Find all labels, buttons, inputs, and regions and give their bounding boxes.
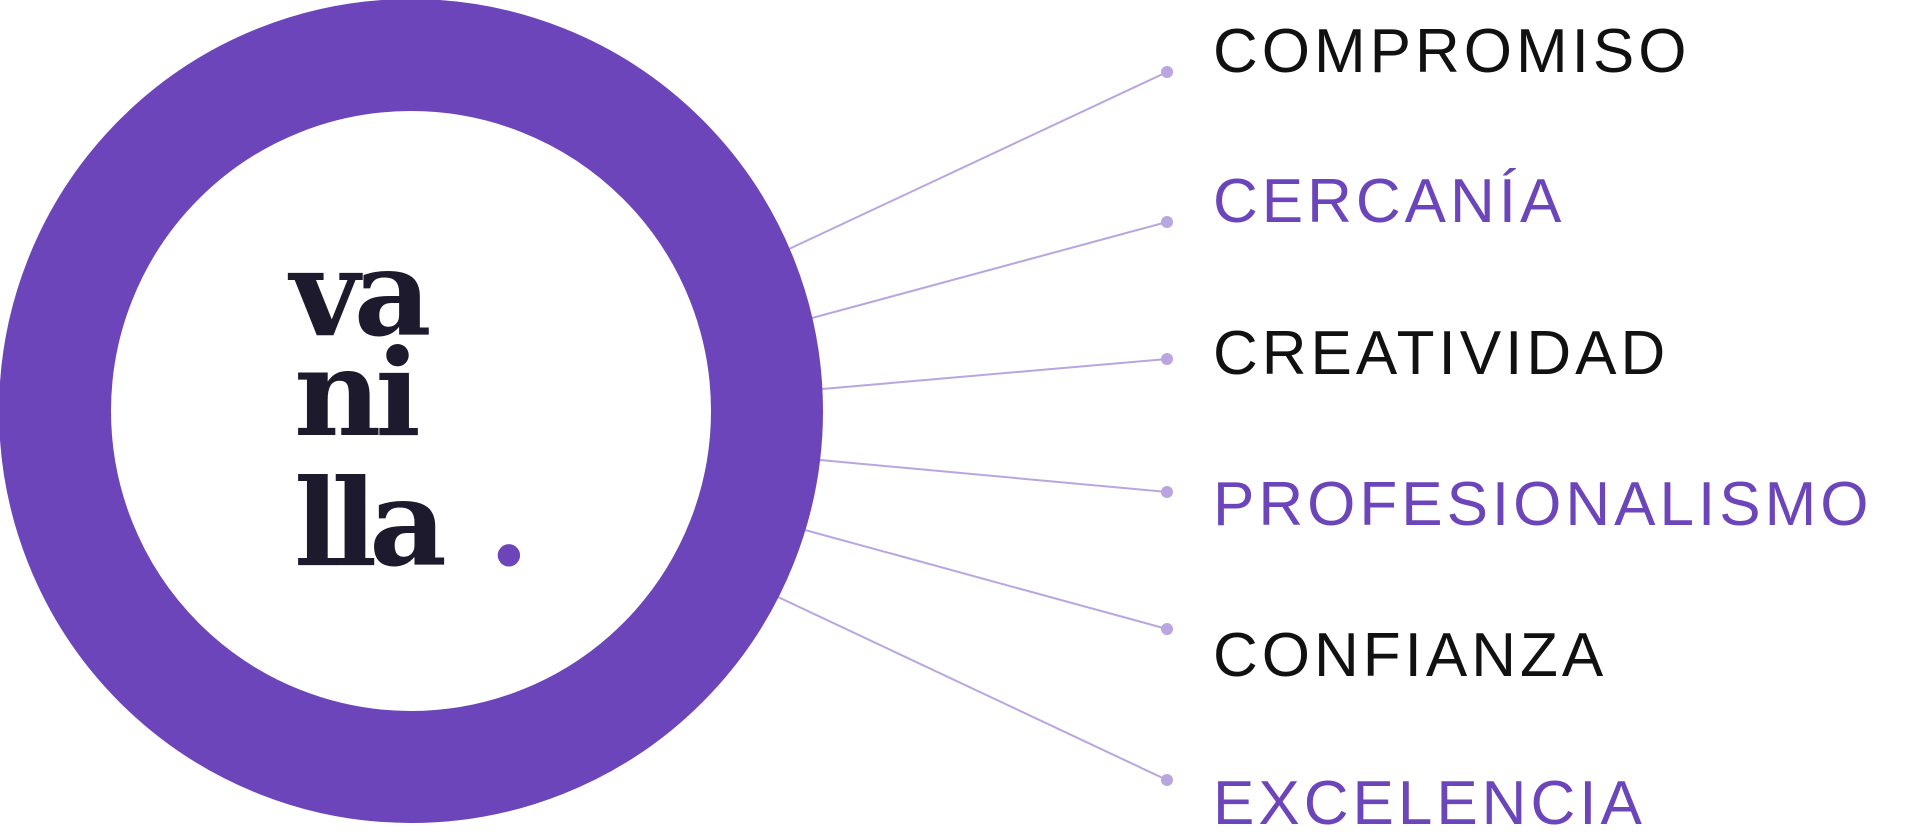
value-label: CONFIANZA	[1213, 621, 1608, 690]
logo-line-3: lla	[294, 453, 444, 594]
connector-line	[821, 358, 1168, 390]
connector-line	[777, 596, 1168, 781]
logo-ring	[0, 0, 823, 823]
connector-lines	[777, 66, 1173, 786]
logo-line-2: ni	[294, 323, 418, 464]
value-label: CERCANÍA	[1213, 167, 1566, 236]
logo-inner-circle	[112, 112, 710, 710]
value-label: EXCELENCIA	[1213, 769, 1646, 838]
value-label: COMPROMISO	[1213, 17, 1691, 86]
connector-dot	[1161, 623, 1173, 635]
connector-dot	[1161, 486, 1173, 498]
logo-line-1: va	[287, 223, 429, 364]
connector-dot	[1161, 216, 1173, 228]
connector-line	[788, 71, 1168, 250]
connector-line	[811, 221, 1168, 319]
connector-line	[804, 529, 1168, 630]
logo-dot: .	[488, 453, 530, 594]
vanilla-logo: va ni lla .	[287, 223, 530, 594]
connector-dot	[1161, 66, 1173, 78]
connector-line	[819, 459, 1168, 493]
value-label: CREATIVIDAD	[1213, 319, 1670, 388]
value-label: PROFESIONALISMO	[1213, 470, 1873, 539]
connector-dot	[1161, 353, 1173, 365]
connector-dot	[1161, 774, 1173, 786]
